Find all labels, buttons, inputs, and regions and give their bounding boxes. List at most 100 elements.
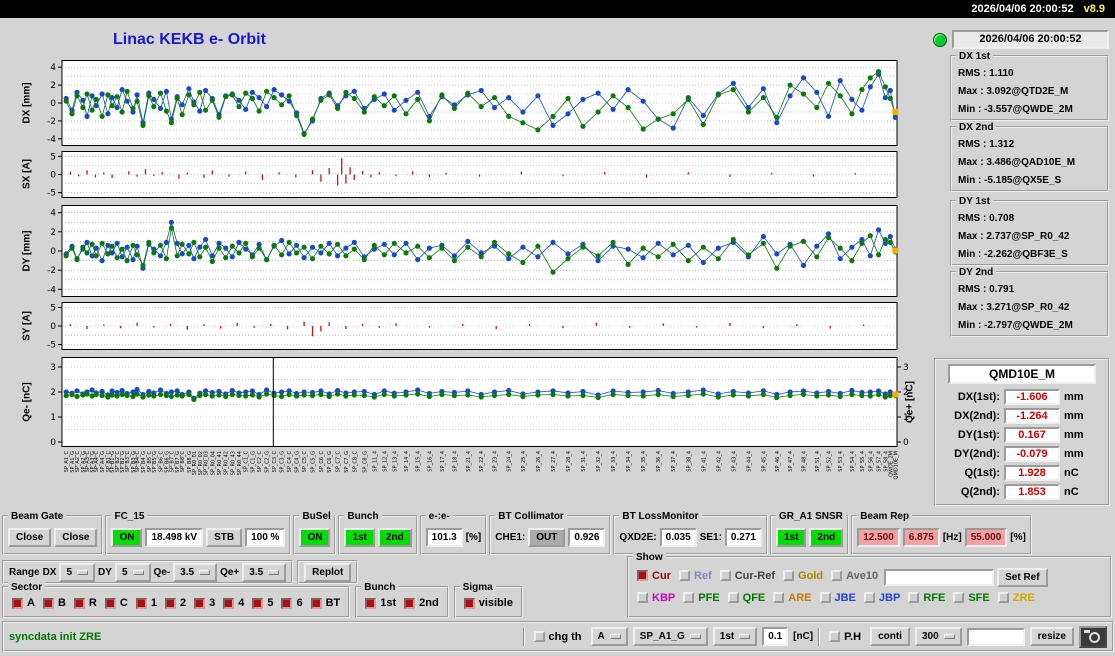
sector-item-C[interactable]: C [104, 597, 128, 609]
sector-item-A-checkbox[interactable] [12, 597, 23, 609]
bunch-2nd-button[interactable]: 2nd [377, 528, 412, 547]
conti-button[interactable]: conti [870, 627, 910, 646]
sector-item-2[interactable]: 2 [164, 597, 186, 609]
replot-button[interactable]: Replot [304, 562, 352, 582]
sector-item-BT-checkbox[interactable] [310, 597, 322, 609]
sector-item-R-checkbox[interactable] [73, 597, 85, 609]
camera-snapshot-button[interactable] [1079, 625, 1107, 648]
set-ref-button[interactable]: Set Ref [997, 567, 1048, 587]
beam-gate-close-2-button[interactable]: Close [54, 528, 98, 547]
ph-checkbox[interactable] [829, 631, 841, 642]
show-item-Cur-checkbox[interactable] [637, 570, 648, 582]
chg-th-check[interactable]: chg th [533, 631, 582, 643]
sector-item-A[interactable]: A [12, 597, 35, 609]
range-dx-label: DX [42, 566, 57, 578]
show-item-Cur-Ref-checkbox[interactable] [719, 570, 731, 582]
show-item-ARE-checkbox[interactable] [773, 592, 785, 604]
sector-item-4-checkbox[interactable] [223, 597, 235, 609]
show-item-Ave10[interactable]: Ave10 [831, 570, 878, 582]
dy-orbit-plot[interactable]: 4 2 0 -2 -4 [36, 205, 912, 297]
show-item-Gold-checkbox[interactable] [783, 570, 795, 582]
range-dx-select[interactable]: 5 [59, 562, 96, 582]
show-row-2: KBP PFE QFE ARE JBE JBP RFE SFE ZRE [633, 588, 1106, 610]
show-item-Gold[interactable]: Gold [783, 570, 823, 582]
show-item-SFE[interactable]: SFE [953, 592, 990, 604]
gr-snsr-1st-button[interactable]: 1st [775, 528, 807, 547]
show-item-JBP-label: JBP [878, 591, 901, 604]
show-item-KBP[interactable]: KBP [637, 592, 675, 604]
sector-item-5[interactable]: 5 [252, 597, 273, 609]
sector-item-4[interactable]: 4 [223, 597, 244, 609]
interval-input[interactable] [966, 627, 1025, 646]
sector-select[interactable]: A [590, 627, 628, 646]
threshold-display[interactable]: 0.1 [762, 627, 789, 646]
beam-gate-close-1-button[interactable]: Close [8, 528, 52, 547]
sector-item-5-checkbox[interactable] [252, 597, 264, 609]
interval-select[interactable]: 300 [914, 627, 962, 646]
sector-item-B-checkbox[interactable] [42, 597, 54, 609]
range-dy-select[interactable]: 5 [114, 562, 151, 582]
show-item-JBP-checkbox[interactable] [863, 592, 875, 604]
sector-item-1[interactable]: 1 [135, 597, 157, 609]
fc15-stb-button[interactable]: STB [206, 528, 243, 547]
show-item-RFE-checkbox[interactable] [908, 592, 920, 604]
svg-text:-2: -2 [47, 117, 56, 127]
dx-orbit-plot[interactable]: 4 2 0 -2 -4 [36, 60, 912, 146]
resize-button[interactable]: resize [1029, 627, 1074, 646]
show-item-JBE[interactable]: JBE [819, 592, 856, 604]
bunch-item-1st[interactable]: 1st [365, 597, 396, 609]
show-item-QFE[interactable]: QFE [727, 592, 765, 604]
ref-file-input[interactable] [884, 568, 995, 586]
sector-item-3[interactable]: 3 [194, 597, 215, 609]
dx-1st-max: Max : 3.092@QTD2E_M [958, 86, 1069, 97]
show-item-SFE-checkbox[interactable] [953, 592, 965, 604]
show-item-Ref-checkbox[interactable] [678, 570, 690, 582]
bunch-order-select[interactable]: 1st [712, 627, 758, 646]
ph-check[interactable]: P.H [829, 631, 861, 643]
sigma-item-visible-checkbox[interactable] [463, 597, 475, 609]
sector-item-BT[interactable]: BT [310, 597, 340, 609]
svg-text:SP_A2_C: SP_A2_C [75, 451, 81, 473]
sector-item-R[interactable]: R [73, 597, 97, 609]
show-item-PFE-checkbox[interactable] [683, 592, 695, 604]
show-item-ARE[interactable]: ARE [773, 592, 812, 604]
sector-item-6[interactable]: 6 [281, 597, 303, 609]
show-item-ZRE[interactable]: ZRE [997, 592, 1035, 604]
svg-text:SP_17_4: SP_17_4 [440, 451, 446, 472]
bunch-item-2nd[interactable]: 2nd [404, 597, 439, 609]
sector-item-B[interactable]: B [42, 597, 66, 609]
sx-steering-plot[interactable]: 5 0 -5 [36, 151, 912, 199]
sigma-item-visible[interactable]: visible [463, 597, 513, 609]
charge-plot[interactable]: 3 3 2 2 1 1 0 0 [36, 357, 912, 448]
range-qe-plus-select[interactable]: 3.5 [242, 562, 287, 582]
chg-th-checkbox[interactable] [533, 631, 545, 642]
bunch-item-2nd-checkbox[interactable] [404, 597, 416, 609]
sector-item-C-checkbox[interactable] [104, 597, 116, 609]
sector-item-2-checkbox[interactable] [164, 597, 176, 609]
monitor-select[interactable]: SP_A1_G [632, 627, 708, 646]
show-item-RFE[interactable]: RFE [908, 592, 945, 604]
sy-steering-plot[interactable]: 5 0 -5 [36, 302, 912, 351]
show-item-Cur[interactable]: Cur [637, 570, 671, 582]
show-item-JBP[interactable]: JBP [863, 591, 901, 604]
show-item-ZRE-checkbox[interactable] [997, 592, 1009, 604]
che1-out-button[interactable]: OUT [528, 528, 566, 547]
show-item-Cur-Ref[interactable]: Cur-Ref [719, 570, 775, 582]
range-qe-minus-select[interactable]: 3.5 [173, 562, 218, 582]
show-item-Ref[interactable]: Ref [678, 570, 712, 582]
sector-item-1-checkbox[interactable] [135, 597, 147, 609]
show-item-QFE-checkbox[interactable] [727, 592, 739, 604]
busel-on-button[interactable]: ON [299, 528, 331, 547]
show-item-PFE[interactable]: PFE [683, 592, 720, 604]
show-item-KBP-checkbox[interactable] [637, 592, 648, 604]
show-item-Ave10-checkbox[interactable] [831, 570, 843, 582]
bunch-1st-button[interactable]: 1st [344, 528, 375, 547]
bunch-item-1st-checkbox[interactable] [365, 597, 377, 609]
show-item-JBE-checkbox[interactable] [819, 592, 831, 604]
bunch-select-group: Bunch 1st 2nd [355, 581, 449, 618]
sector-item-6-checkbox[interactable] [281, 597, 293, 609]
fc15-on-button[interactable]: ON [111, 528, 143, 547]
gr-snsr-2nd-button[interactable]: 2nd [809, 528, 844, 547]
svg-text:SP_C5_C: SP_C5_C [302, 450, 308, 472]
sector-item-3-checkbox[interactable] [194, 597, 206, 609]
